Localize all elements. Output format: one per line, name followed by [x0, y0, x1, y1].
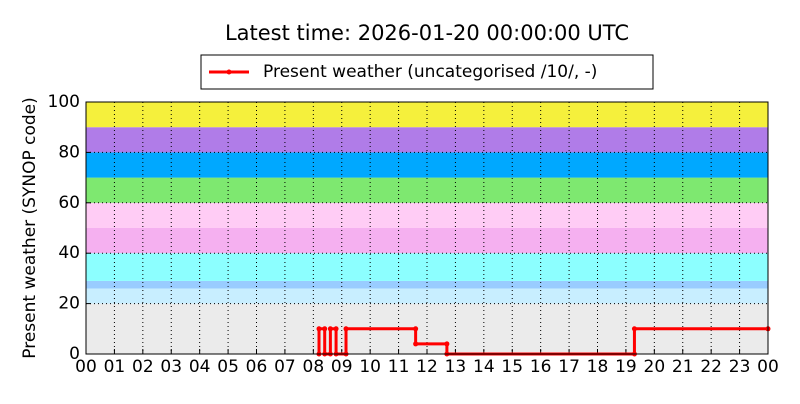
plot-frame	[85, 101, 769, 355]
background-band	[86, 152, 768, 178]
legend-marker	[226, 69, 232, 75]
background-band	[86, 288, 768, 304]
x-tick-label: 20	[644, 357, 666, 377]
legend-label: Present weather (uncategorised /10/, -)	[263, 62, 597, 82]
data-point	[631, 326, 637, 332]
data-point	[316, 326, 322, 332]
legend-box	[200, 54, 654, 90]
background-band	[86, 280, 768, 289]
x-tick-label: 16	[530, 357, 552, 377]
data-point	[413, 326, 419, 332]
chart-title: Latest time: 2026-01-20 00:00:00 UTC	[225, 21, 629, 45]
x-tick-label: 06	[246, 357, 268, 377]
x-tick-label: 07	[274, 357, 296, 377]
data-point	[322, 326, 328, 332]
x-tick-label: 23	[729, 357, 751, 377]
data-point	[343, 326, 349, 332]
x-tick-label: 09	[331, 357, 353, 377]
x-tick-label: 01	[104, 357, 126, 377]
background-band	[86, 253, 768, 281]
x-tick-label: 17	[558, 357, 580, 377]
x-tick-label: 10	[359, 357, 381, 377]
background-band	[86, 127, 768, 153]
x-tick-label: 11	[388, 357, 410, 377]
x-tick-label: 03	[160, 357, 182, 377]
x-tick-label: 22	[700, 357, 722, 377]
x-tick-label: 14	[473, 357, 495, 377]
data-point	[413, 341, 419, 347]
x-tick-label: 04	[189, 357, 211, 377]
y-tick-label: 80	[58, 142, 80, 162]
x-tick-label: 00	[75, 357, 97, 377]
y-tick-label: 40	[58, 243, 80, 263]
x-tick-label: 21	[672, 357, 694, 377]
y-tick-label: 0	[69, 344, 80, 364]
x-tick-label: 08	[303, 357, 325, 377]
x-tick-label: 05	[217, 357, 239, 377]
x-tick-label: 00	[757, 357, 779, 377]
y-axis-label: Present weather (SYNOP code)	[20, 97, 40, 358]
x-tick-label: 18	[587, 357, 609, 377]
y-tick-label: 20	[58, 294, 80, 314]
x-tick-label: 02	[132, 357, 154, 377]
x-tick-label: 15	[501, 357, 523, 377]
x-tick-label: 19	[615, 357, 637, 377]
x-tick-label: 12	[416, 357, 438, 377]
data-point	[327, 326, 333, 332]
data-point	[444, 341, 450, 347]
background-band	[86, 228, 768, 254]
data-point	[333, 326, 339, 332]
y-tick-label: 60	[58, 193, 80, 213]
y-tick-label: 100	[48, 92, 80, 112]
x-tick-label: 13	[445, 357, 467, 377]
